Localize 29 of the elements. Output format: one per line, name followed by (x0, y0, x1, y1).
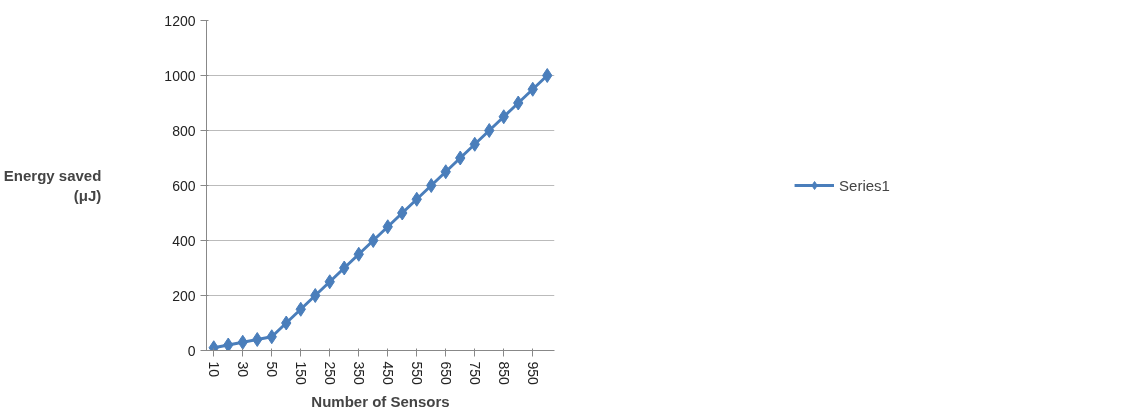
point (542, 68, 553, 83)
x-tick-label: 150 (292, 361, 309, 386)
x-tick-label: 30 (234, 361, 251, 378)
x-tick-label: 850 (495, 361, 512, 386)
y-tick-label: 600 (172, 177, 196, 194)
x-tick-label: 10 (205, 361, 222, 378)
x-tick-label: 450 (379, 361, 396, 386)
y-tick-label: 200 (172, 287, 196, 304)
point (368, 233, 379, 248)
y-tick-label: 800 (172, 122, 196, 139)
x-tick-label: 550 (408, 361, 425, 386)
x-tick-label: 250 (321, 361, 338, 386)
x-tick-label: 650 (437, 361, 454, 386)
point (223, 337, 234, 351)
x-axis-title: Number of Sensors (311, 392, 450, 410)
x-tick-label: 950 (524, 361, 541, 386)
y-axis-title: Energy saved (μJ) (3, 166, 102, 205)
y-tick-label: 1200 (164, 12, 196, 29)
x-tick-label: 50 (263, 361, 280, 378)
y-tick-label: 0 (187, 342, 196, 359)
point (426, 178, 437, 193)
y-tick-label: 400 (172, 232, 196, 249)
point (310, 288, 321, 303)
y-tick-label: 1000 (164, 67, 196, 84)
point (484, 123, 495, 138)
legend-label: Series1 (839, 176, 890, 194)
point (252, 332, 263, 347)
x-tick-label: 350 (350, 361, 367, 386)
x-tick-label: 750 (466, 361, 483, 386)
